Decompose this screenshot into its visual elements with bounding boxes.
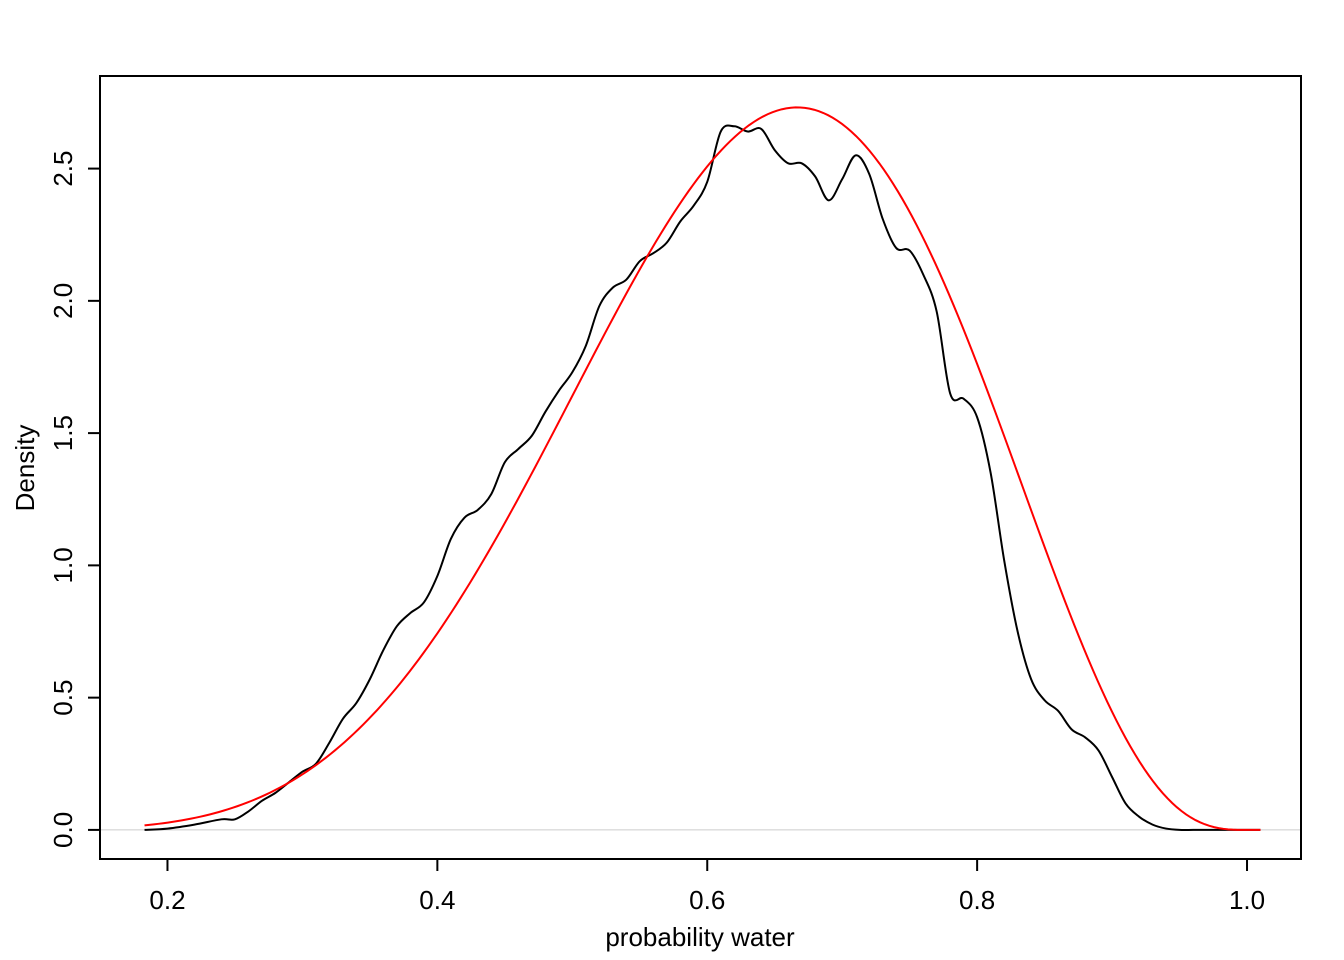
x-tick-label: 1.0 <box>1229 885 1265 915</box>
y-tick-label: 1.0 <box>48 547 78 583</box>
x-tick-label: 0.2 <box>149 885 185 915</box>
x-axis: 0.2 0.4 0.6 0.8 1.0 <box>149 858 1265 915</box>
y-axis: 0.0 0.5 1.0 1.5 2.0 2.5 <box>48 151 101 848</box>
x-tick-label: 0.8 <box>959 885 995 915</box>
x-axis-label: probability water <box>605 922 795 952</box>
beta-curve-line <box>144 106 1261 831</box>
y-tick-label: 1.5 <box>48 415 78 451</box>
x-tick-label: 0.4 <box>419 885 455 915</box>
y-tick-label: 0.0 <box>48 812 78 848</box>
y-tick-label: 0.5 <box>48 680 78 716</box>
x-tick-label: 0.6 <box>689 885 725 915</box>
y-tick-label: 2.5 <box>48 151 78 187</box>
plot-area <box>100 106 1301 831</box>
y-tick-label: 2.0 <box>48 283 78 319</box>
y-axis-label: Density <box>10 425 40 512</box>
density-estimate-line <box>144 124 1261 831</box>
